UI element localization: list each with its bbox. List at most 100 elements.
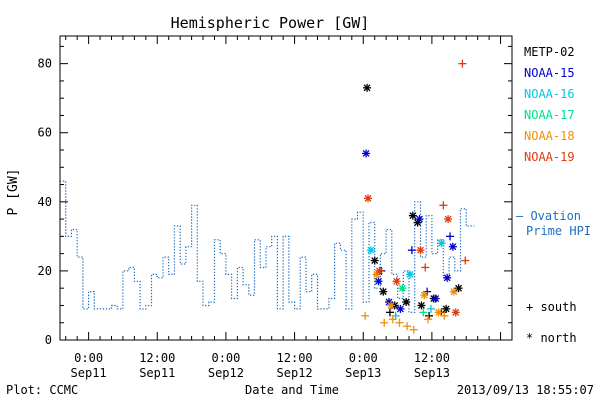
marker-stroke (416, 215, 423, 223)
data-point-north (379, 287, 388, 296)
marker-stroke (396, 305, 404, 313)
marker-stroke (420, 291, 428, 299)
data-point-north (431, 294, 440, 303)
data-point-south (439, 201, 448, 210)
data-point-south (407, 246, 416, 255)
legend-ovation-label-2: Prime HPI (526, 224, 591, 238)
data-point-north (375, 266, 384, 275)
data-point-north (443, 273, 452, 282)
data-point-north (392, 277, 401, 286)
data-point-south (425, 311, 434, 320)
marker-stroke (450, 288, 458, 296)
data-point-south (421, 263, 430, 272)
y-axis-label: P [GW] (6, 169, 21, 216)
legend-north-label: * north (526, 331, 577, 345)
data-point-north (415, 215, 424, 224)
data-point-south (388, 315, 397, 324)
x-tick-label-time: 12:00 (414, 351, 450, 365)
x-axis-label: Date and Time (245, 383, 339, 397)
data-point-north (416, 246, 425, 255)
marker-stroke (444, 215, 452, 223)
data-point-south (424, 315, 433, 324)
data-point-north (442, 304, 451, 313)
marker-stroke (379, 288, 387, 296)
marker-stroke (362, 149, 370, 157)
legend-entry: NOAA-16 (524, 87, 575, 101)
data-point-north (364, 194, 373, 203)
marker-stroke (449, 243, 457, 251)
data-point-south (409, 325, 418, 334)
marker-stroke (432, 295, 440, 303)
data-point-south (380, 318, 389, 327)
plot-frame (59, 35, 513, 341)
legend-entry: NOAA-19 (524, 150, 575, 164)
y-axis: 0 20 40 60 80 (38, 45, 512, 347)
marker-stroke (375, 267, 383, 275)
y-tick-label: 0 (45, 333, 52, 347)
x-axis: 0:00Sep1112:00Sep110:00Sep1212:00Sep120:… (65, 36, 513, 380)
data-point-north (449, 287, 458, 296)
data-point-south (461, 256, 470, 265)
data-point-north (413, 218, 422, 227)
marker-stroke (437, 239, 445, 247)
marker-stroke (367, 246, 375, 254)
data-point-north (448, 242, 457, 251)
data-point-south (440, 311, 449, 320)
marker-stroke (406, 270, 414, 278)
marker-stroke (402, 298, 410, 306)
data-point-north (444, 215, 453, 224)
legend-south-label: + south (526, 300, 577, 314)
marker-stroke (455, 284, 463, 292)
data-point-north (417, 301, 426, 310)
data-point-south (419, 308, 428, 317)
data-point-north (437, 239, 446, 248)
marker-stroke (364, 194, 372, 202)
legend-entry: NOAA-15 (524, 66, 575, 80)
data-point-south (385, 308, 394, 317)
marker-stroke (363, 84, 371, 92)
data-point-south (446, 232, 455, 241)
data-point-north (363, 83, 372, 92)
y-tick-label: 60 (38, 126, 52, 140)
x-tick-label-date: Sep11 (139, 366, 175, 380)
y-tick-label: 80 (38, 57, 52, 71)
data-point-south (395, 318, 404, 327)
data-point-north (434, 308, 443, 317)
footer-timestamp: 2013/09/13 18:55:07 (457, 383, 594, 397)
data-point-north (374, 277, 383, 286)
data-point-north (370, 256, 379, 265)
marker-stroke (371, 257, 379, 265)
x-tick-label-time: 12:00 (139, 351, 175, 365)
marker-stroke (443, 274, 451, 282)
data-point-south (426, 304, 435, 313)
y-tick-label: 20 (38, 264, 52, 278)
data-point-north (402, 298, 411, 306)
x-tick-label-time: 0:00 (349, 351, 378, 365)
data-point-north (408, 211, 417, 220)
ovation-series-line (60, 180, 475, 313)
data-point-north (451, 308, 460, 317)
marker-stroke (375, 277, 382, 285)
footer-plot-source: Plot: CCMC (6, 383, 78, 397)
x-tick-label-time: 0:00 (74, 351, 103, 365)
marker-stroke (398, 284, 406, 292)
data-point-south (361, 311, 370, 320)
marker-stroke (385, 298, 393, 306)
marker-stroke (416, 246, 424, 254)
data-point-south (403, 322, 412, 331)
marker-stroke (387, 301, 395, 309)
data-point-north (366, 246, 375, 255)
x-tick-label-date: Sep13 (414, 366, 450, 380)
data-point-north (396, 304, 405, 313)
data-point-north (420, 291, 429, 300)
legend-entry: METP-02 (524, 45, 575, 59)
data-point-north (362, 149, 371, 158)
marker-stroke (435, 308, 443, 316)
legend-ovation-label: — Ovation (516, 209, 581, 223)
data-point-north (386, 301, 395, 310)
x-tick-label-time: 0:00 (211, 351, 240, 365)
x-tick-label-date: Sep13 (345, 366, 381, 380)
x-tick-label-time: 12:00 (277, 351, 313, 365)
marker-stroke (393, 277, 401, 285)
